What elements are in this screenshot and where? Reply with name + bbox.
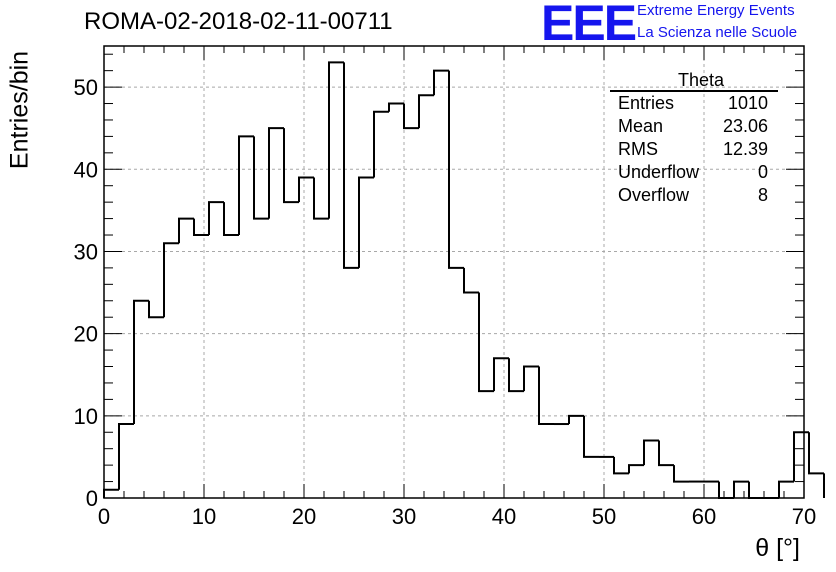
histogram-bin — [193, 218, 209, 237]
histogram-bin — [538, 366, 554, 426]
stats-label: RMS — [618, 139, 658, 159]
logo-subtitle-line2: La Scienza nelle Scuole — [637, 24, 798, 41]
histogram-bin — [148, 300, 164, 319]
histogram-bin — [583, 415, 599, 458]
histogram-bin — [208, 201, 224, 236]
y-tick-label: 30 — [74, 239, 98, 264]
x-tick-label: 40 — [492, 504, 516, 529]
histogram-bin — [568, 414, 584, 425]
histogram-bin — [793, 431, 809, 482]
histogram-bin — [253, 136, 269, 220]
histogram-bin — [373, 110, 389, 178]
stats-title: Theta — [610, 70, 778, 92]
histogram-bin — [388, 102, 404, 112]
x-tick-label: 10 — [192, 504, 216, 529]
x-tick-label: 70 — [792, 504, 816, 529]
stats-label: Overflow — [618, 185, 690, 205]
histogram-bin — [808, 432, 824, 475]
stats-value: 8 — [757, 185, 768, 205]
x-tick-label: 0 — [98, 504, 110, 529]
histogram-bin — [748, 481, 764, 499]
stats-box: Theta Entries 1010 Mean 23.06 RMS 12.39 … — [610, 70, 778, 207]
x-tick-label: 20 — [292, 504, 316, 529]
histogram-bin — [493, 357, 509, 392]
stats-value: 1010 — [727, 93, 768, 113]
stats-row-mean: Mean 23.06 — [610, 115, 778, 138]
histogram-bin — [433, 69, 449, 96]
stats-row-overflow: Overflow 8 — [610, 184, 778, 207]
histogram-bin — [613, 456, 629, 475]
histogram-bin — [328, 61, 344, 219]
histogram-bin — [643, 439, 659, 466]
logo-subtitle-line1: Extreme Energy Events — [637, 2, 795, 19]
histogram-bin — [358, 176, 374, 268]
histogram-bin — [163, 242, 179, 318]
y-tick-label: 40 — [74, 157, 98, 182]
histogram-bin — [133, 299, 149, 425]
x-tick-label: 60 — [692, 504, 716, 529]
histogram-bin — [118, 423, 134, 490]
plot-frame — [103, 45, 805, 499]
stats-value: 0 — [757, 162, 768, 182]
stats-value: 12.39 — [722, 139, 768, 159]
histogram-bin — [313, 177, 329, 220]
histogram-bin — [628, 464, 644, 474]
stats-label: Underflow — [618, 162, 700, 182]
y-tick-label: 20 — [74, 322, 98, 347]
histogram-bin — [508, 358, 524, 393]
histogram-bin — [238, 135, 254, 236]
x-axis-label: θ [°] — [755, 534, 800, 562]
histogram-bin — [418, 94, 434, 129]
x-tick-label: 30 — [392, 504, 416, 529]
histogram-bin — [298, 176, 314, 203]
histogram-bin — [478, 292, 494, 393]
histogram-bin — [733, 480, 749, 498]
histogram-bin — [658, 440, 674, 467]
histogram-bin — [283, 128, 299, 204]
y-tick-label: 0 — [86, 486, 98, 511]
histogram-bin — [403, 103, 419, 130]
run-title: ROMA-02-2018-02-11-00711 — [84, 8, 393, 35]
stats-row-underflow: Underflow 0 — [610, 161, 778, 184]
histogram-bin — [343, 62, 359, 269]
histogram-bin — [178, 217, 194, 244]
stats-row-rms: RMS 12.39 — [610, 138, 778, 161]
stats-label: Entries — [618, 93, 675, 113]
y-tick-label: 50 — [74, 75, 98, 100]
y-axis-label: Entries/bin — [5, 50, 34, 170]
histogram-bin — [718, 481, 734, 499]
histogram-bin — [463, 267, 479, 294]
histogram-bin — [103, 488, 119, 498]
y-tick-label: 10 — [74, 404, 98, 429]
histogram-bin — [673, 465, 689, 483]
eee-logo: EEE — [541, 0, 637, 51]
histogram-bin — [223, 202, 239, 237]
stats-value: 23.06 — [722, 116, 768, 136]
stats-row-entries: Entries 1010 — [610, 92, 778, 115]
histogram-bin — [448, 70, 464, 269]
histogram-bin — [778, 480, 794, 498]
histogram-bin — [268, 127, 284, 219]
stats-label: Mean — [618, 116, 664, 136]
histogram-bin — [523, 365, 539, 392]
x-tick-label: 50 — [592, 504, 616, 529]
